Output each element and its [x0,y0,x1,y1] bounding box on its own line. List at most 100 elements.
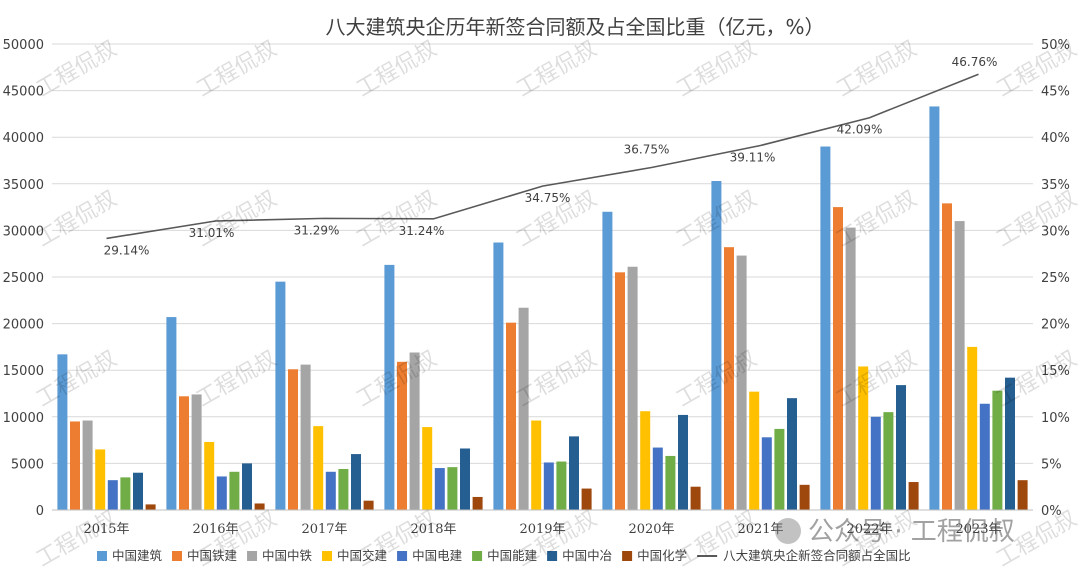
x-axis: 2015年 2016年 2017年 2018年 2019年 2020年 2021年 2022年… [52,509,1033,537]
y-axis-right: 0% 5% 10% 15% 20% 25% 30% 35% 40% 45% 50% [1041,38,1070,519]
bar [665,455,676,510]
line-data-label: 36.75% [624,142,670,156]
brand-mark: 公众号 · 工程侃叔 [775,517,1015,547]
bar [179,396,189,510]
x-tick-label: 2023年 [955,522,1001,537]
bar [569,436,579,510]
y-tick-label: 0 [36,504,44,519]
legend-swatch [97,551,107,561]
bar [107,480,118,510]
bar [908,482,919,510]
bar [602,211,613,510]
bar [627,266,638,510]
y2-tick-label: 20% [1041,318,1070,333]
bar [845,227,856,510]
line-data-label: 46.76% [952,55,998,69]
bar [858,366,869,510]
bar [1005,377,1015,510]
x-tick-label: 2019年 [519,522,565,537]
bar [57,354,68,510]
bar [216,476,227,510]
legend-label: 中国中冶 [562,548,612,563]
watermark-text: 工程侃叔 [192,37,281,103]
watermark-text: 工程侃叔 [32,37,121,103]
watermark-text: 工程侃叔 [192,347,281,413]
legend-label: 中国铁建 [187,548,238,563]
y2-tick-label: 0% [1041,504,1062,519]
series-中国中铁 [82,221,965,510]
bar [967,346,978,510]
y2-tick-label: 25% [1041,271,1070,286]
watermark-text: 工程侃叔 [992,187,1080,253]
bar [556,461,567,510]
bar [70,421,80,510]
legend-swatch [397,551,408,561]
bar [434,468,445,510]
line-data-label: 42.09% [837,123,883,137]
watermark-text: 工程侃叔 [32,507,121,573]
bar [929,106,940,510]
x-tick-label: 2017年 [301,522,347,537]
bar [313,426,324,510]
bar [724,247,734,510]
x-tick-label: 2022年 [846,522,892,537]
watermark-text: 工程侃叔 [832,187,921,253]
series-中国建筑 [57,106,940,511]
bar [351,454,361,510]
bar [942,203,952,510]
bar [229,471,240,510]
bar [761,437,772,510]
bar [799,484,810,510]
bar [883,412,894,510]
bar [242,463,252,510]
bar [833,207,843,510]
y-tick-label: 45000 [3,85,44,100]
bar [95,449,106,510]
bar [774,428,785,510]
bar [870,416,881,510]
bar [275,281,286,510]
legend-label: 中国能建 [487,548,538,563]
y-tick-label: 20000 [3,318,44,333]
series-中国电建 [107,403,990,510]
legend-swatch [247,551,258,561]
bar [493,242,504,511]
legend-swatch [547,551,558,561]
y-tick-label: 25000 [3,271,44,286]
bar [820,146,831,510]
line-data-label: 29.14% [104,243,150,257]
x-tick-label: 2018年 [410,522,456,537]
gridlines [52,43,1033,511]
y2-tick-label: 5% [1041,457,1062,472]
x-tick-label: 2021年 [737,522,783,537]
bar [363,500,374,510]
watermark-text: 工程侃叔 [832,37,921,103]
bar [384,264,395,510]
bar [409,352,420,510]
bar [518,307,529,510]
line-series: 29.14% 31.01% 31.29% 31.24% 34.75% 36.75% 39.1… [104,55,998,257]
legend-swatch [172,551,183,561]
watermark-text: 工程侃叔 [352,347,441,413]
y2-tick-label: 10% [1041,411,1070,426]
y-tick-label: 50000 [3,38,44,53]
legend-label: 中国化学 [637,548,687,563]
bar [460,448,470,510]
bar [531,420,542,510]
watermark-text: 工程侃叔 [32,347,121,413]
bar [82,420,93,510]
bar [166,317,177,510]
bar [300,364,311,510]
series-中国铁建 [70,203,952,510]
bar [711,181,722,510]
bar [472,496,483,510]
legend-label: 中国建筑 [112,548,163,563]
series-中国化学 [145,480,1028,510]
bar-series [57,106,1028,511]
series-中国能建 [120,390,1003,510]
bar [678,414,688,510]
chart-title: 八大建筑央企历年新签合同额及占全国比重（亿元，%） [325,15,824,39]
bar [543,462,554,510]
